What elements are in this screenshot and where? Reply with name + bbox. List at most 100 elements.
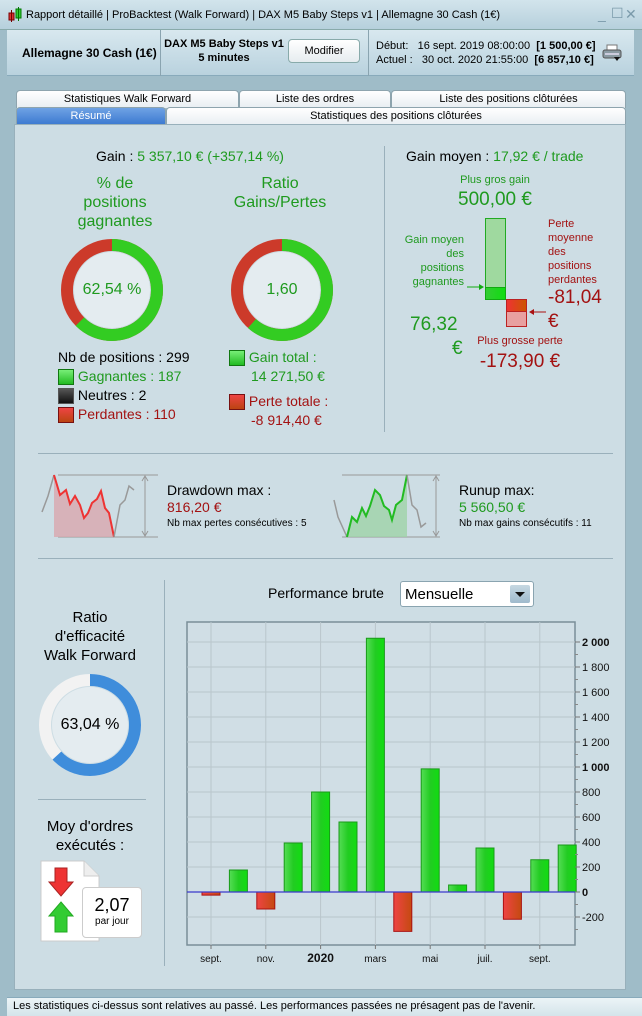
avg-loss-label-line: Perte	[548, 218, 575, 230]
tab-walk-forward-stats[interactable]: Statistiques Walk Forward	[16, 90, 239, 108]
bar-10	[475, 847, 495, 893]
minimize-icon[interactable]: _	[598, 6, 606, 22]
y-tick-label: 200	[582, 862, 600, 874]
bar-7	[393, 891, 413, 932]
avg-win-label-line: Gain moyen	[404, 234, 464, 246]
loss-square-icon	[229, 394, 245, 411]
orders-title-line: Moy d'ordres	[46, 818, 134, 835]
avg-gain-label: Gain moyen :	[406, 148, 490, 164]
win-title-line: gagnantes	[77, 213, 153, 230]
total-gain-label: Gain total :	[248, 349, 317, 365]
close-icon[interactable]: ✕	[625, 6, 637, 22]
drawdown-chart-icon	[41, 474, 158, 538]
y-tick-label: 0	[582, 887, 588, 899]
ratio-title-line: Ratio	[261, 175, 299, 192]
y-tick-label: 1 000	[582, 762, 610, 774]
current-date: 30 oct. 2020 21:55:00	[421, 54, 529, 66]
period-select[interactable]: Mensuelle	[400, 581, 534, 607]
tab-closed-positions-stats[interactable]: Statistiques des positions clôturées	[166, 107, 626, 125]
orders-title-line: exécutés :	[55, 837, 125, 854]
positions-legend: Nb de positions : 299 Gagnantes : 187 Ne…	[58, 348, 190, 424]
avg-loss-label-line: positions	[548, 260, 592, 272]
x-tick-label: sept.	[200, 954, 222, 965]
current-label: Actuel :	[376, 54, 413, 66]
avg-loss-label-line: des	[548, 246, 566, 258]
neutral-count: Neutres : 2	[77, 387, 147, 403]
strategy-name: DAX M5 Baby Steps v1	[164, 38, 284, 50]
wf-title-line: d'efficacité	[54, 628, 126, 645]
orders-per-day-box: 2,07 par jour	[82, 887, 142, 938]
biggest-gain-value: 500,00 €	[458, 189, 532, 210]
start-capital: [1 500,00 €]	[536, 40, 596, 52]
bar-5	[338, 821, 358, 893]
bar-9	[448, 884, 468, 893]
ratio-title: Ratio Gains/Pertes	[205, 174, 355, 212]
backtest-period: Début: 16 sept. 2019 08:00:00 [1 500,00 …	[376, 39, 596, 67]
tab-summary[interactable]: Résumé	[16, 107, 166, 125]
modify-button[interactable]: Modifier	[288, 39, 360, 63]
arrow-up-icon	[47, 901, 75, 933]
tab-closed-positions-list[interactable]: Liste des positions clôturées	[391, 90, 626, 108]
biggest-loss-value: -173,90 €	[479, 351, 561, 372]
bar-2	[256, 891, 276, 910]
y-tick-label: 800	[582, 787, 600, 799]
runup-info: Runup max: 5 560,50 € Nb max gains consé…	[459, 482, 592, 529]
avg-loss-currency: €	[548, 311, 559, 332]
avg-win-currency: €	[452, 338, 463, 359]
total-gain-amount: 14 271,50 €	[251, 368, 325, 384]
bar-13	[557, 844, 577, 893]
tab-order-list[interactable]: Liste des ordres	[239, 90, 391, 108]
avg-win-label-line: positions	[420, 262, 464, 274]
win-title-line: positions	[83, 194, 147, 211]
period-select-value: Mensuelle	[405, 586, 474, 603]
total-positions: Nb de positions : 299	[58, 349, 190, 365]
avg-gain-value: 17,92 € / trade	[493, 148, 584, 164]
wf-arc	[39, 674, 141, 776]
strategy-info: DAX M5 Baby Steps v1 5 minutes	[164, 37, 284, 65]
print-icon[interactable]	[602, 44, 622, 62]
bar-4	[311, 791, 331, 893]
y-tick-label: 1 600	[582, 687, 610, 699]
avg-win-number: 76,32	[410, 314, 458, 335]
win-title-line: % de	[96, 175, 134, 192]
disclaimer-footer: Les statistiques ci-dessus sont relative…	[7, 997, 642, 1016]
maximize-icon[interactable]: ☐	[611, 5, 624, 21]
losing-count: Perdantes : 110	[77, 406, 176, 422]
drawdown-info: Drawdown max : 816,20 € Nb max pertes co…	[167, 482, 307, 529]
avg-win-marker	[485, 287, 506, 300]
drawdown-value: 816,20 €	[167, 499, 222, 515]
arrow-down-icon	[47, 867, 75, 897]
orders-per-day-value: 2,07	[94, 895, 130, 915]
chevron-down-icon[interactable]	[510, 585, 530, 603]
y-tick-label: 1 200	[582, 737, 610, 749]
winning-count: Gagnantes : 187	[77, 368, 182, 384]
bar-6	[365, 637, 385, 893]
avg-loss-value: -81,04 €	[548, 286, 602, 334]
avg-win-label-line: des	[446, 248, 464, 260]
ratio-title-line: Gains/Pertes	[233, 194, 327, 211]
gain-label: Gain :	[96, 148, 134, 164]
wf-efficiency-value: 63,04 %	[60, 716, 120, 733]
avg-win-label: Gain moyen des positions gagnantes	[398, 233, 464, 289]
win-rate-value: 62,54 %	[82, 281, 142, 298]
total-gain: Gain : 5 357,10 € (+357,14 %)	[96, 148, 284, 164]
y-tick-label: 600	[582, 812, 600, 824]
avg-loss-number: -81,04	[548, 287, 602, 308]
avg-loss-label: Perte moyenne des positions perdantes	[548, 217, 597, 287]
runup-value: 5 560,50 €	[459, 499, 526, 515]
avg-win-value: 76,32 €	[410, 313, 463, 361]
ratio-value: 1,60	[266, 281, 298, 298]
y-tick-label: -200	[582, 912, 604, 924]
gain-value: 5 357,10 € (+357,14 %)	[137, 148, 284, 164]
losing-square-icon	[58, 407, 74, 424]
max-consecutive-losses: Nb max pertes consécutives : 5	[167, 518, 307, 529]
bar-3	[283, 842, 303, 893]
current-capital: [6 857,10 €]	[534, 54, 594, 66]
title-bar: Rapport détaillé | ProBacktest (Walk For…	[0, 0, 642, 30]
gain-loss-legend: Gain total : 14 271,50 € Perte totale : …	[229, 348, 328, 430]
avg-loss-label-line: perdantes	[548, 274, 597, 286]
arrow-right-icon	[467, 284, 484, 290]
x-tick-label: nov.	[257, 954, 275, 965]
avg-loss-label-line: moyenne	[548, 232, 594, 244]
win-rate-donut	[61, 239, 163, 341]
